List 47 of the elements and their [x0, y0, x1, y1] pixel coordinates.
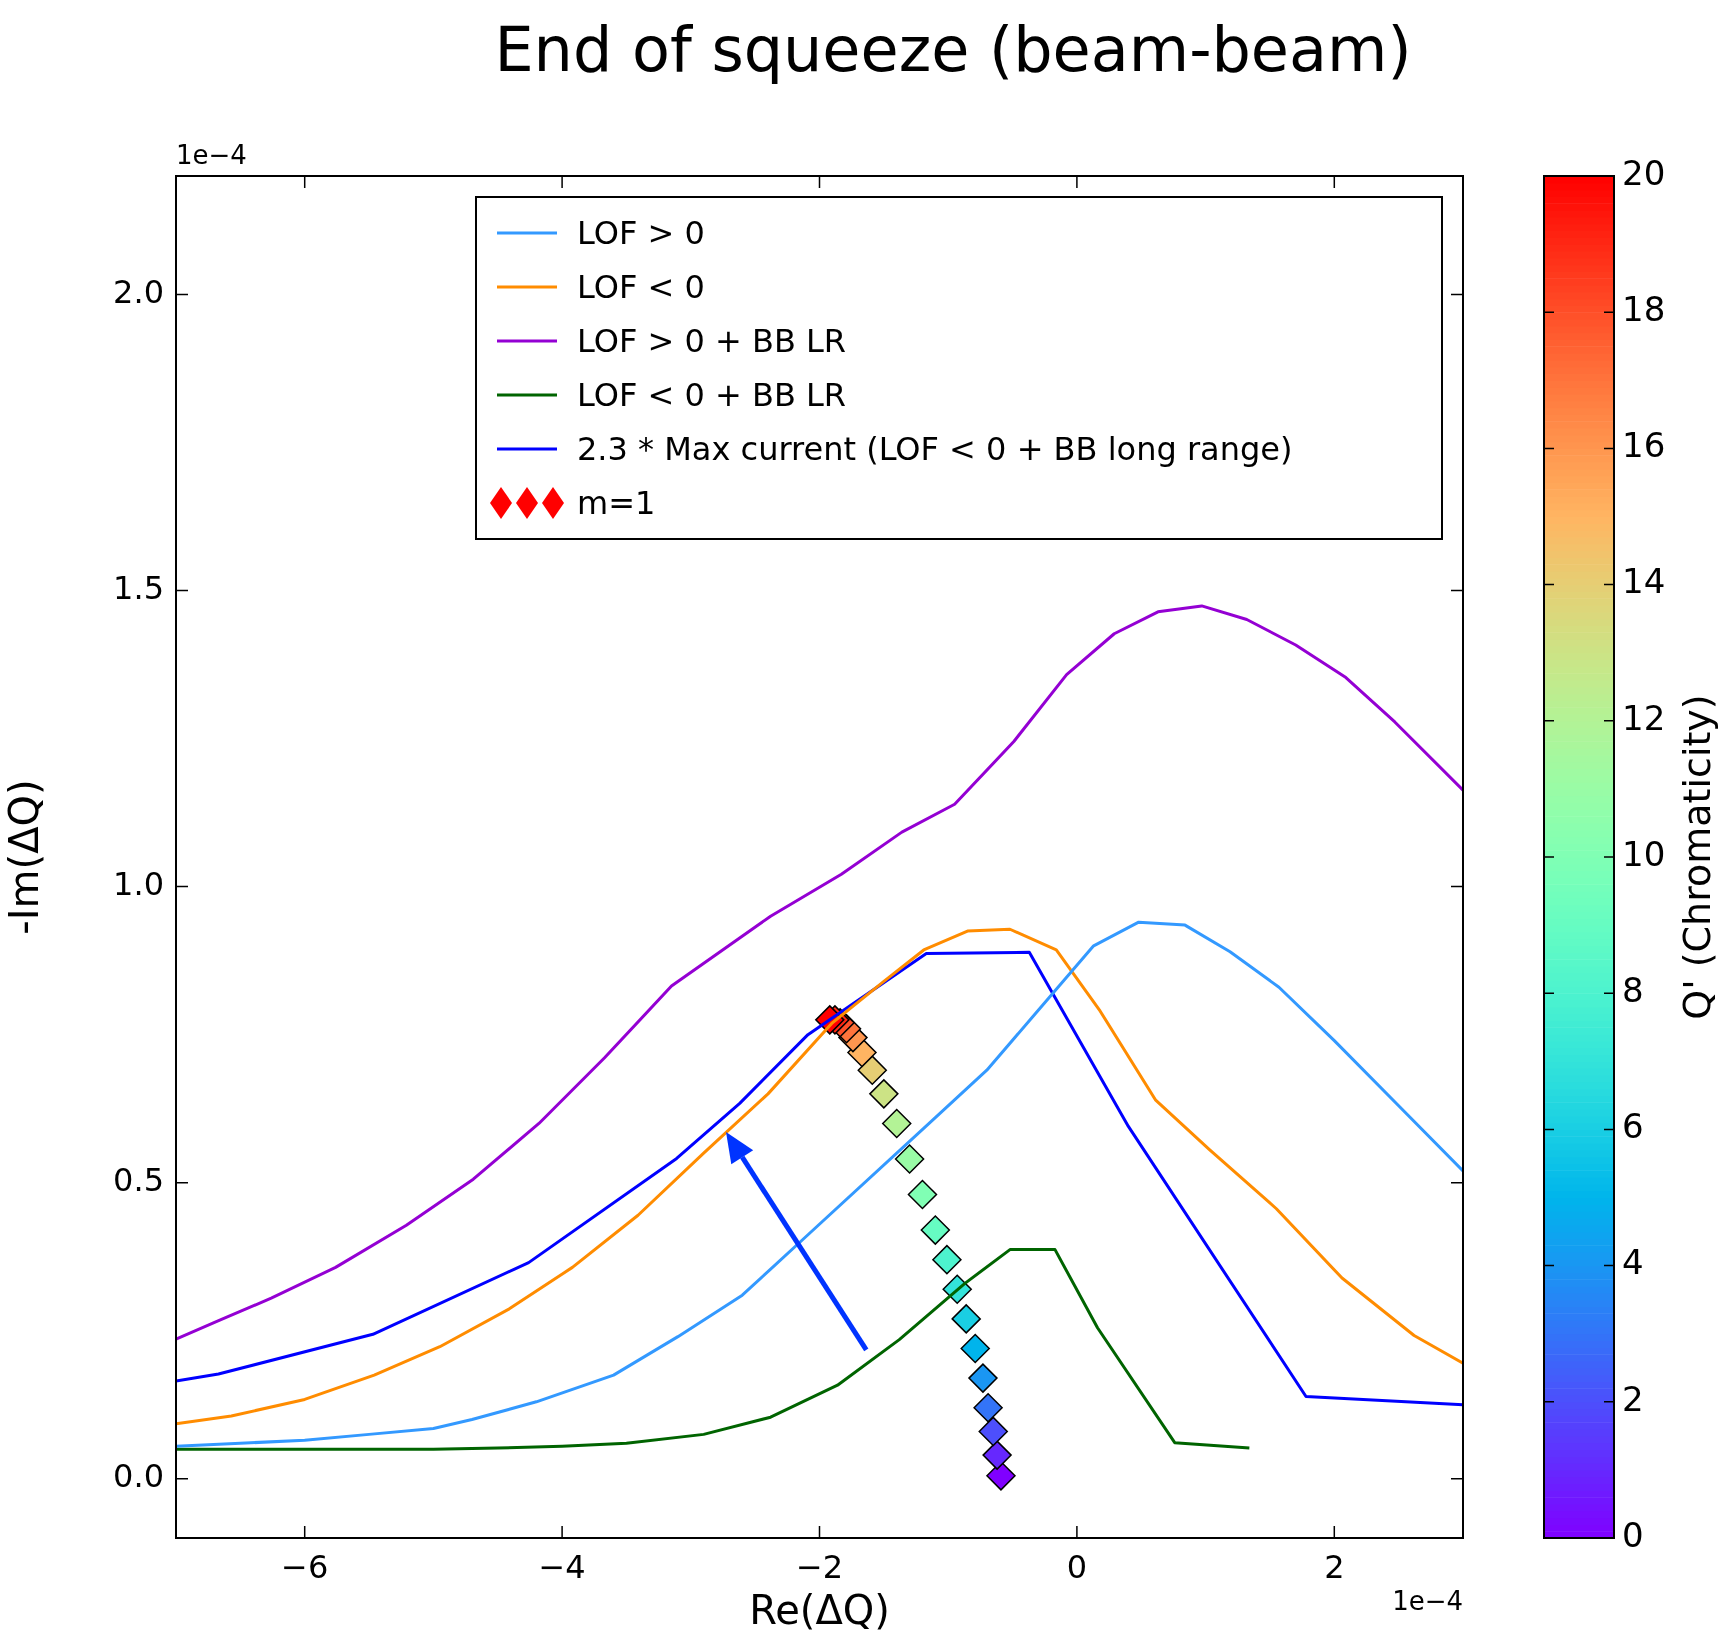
x-tick-label: 2	[1324, 1547, 1345, 1586]
legend-label: LOF < 0 + BB LR	[577, 376, 847, 414]
point	[960, 1333, 990, 1364]
point	[973, 1392, 1003, 1423]
y-tick-label: 1.0	[113, 864, 164, 903]
color-bar-label: 8	[1622, 970, 1644, 1011]
color-bar-label: 10	[1622, 833, 1666, 874]
x-tick-label: −4	[538, 1547, 586, 1586]
color-bar-label: 20	[1622, 152, 1666, 193]
point	[869, 1079, 899, 1109]
color-bar-label: 4	[1622, 1242, 1644, 1283]
legend-label: m=1	[577, 484, 656, 522]
point	[920, 1215, 951, 1245]
chart-title: End of squeeze (beam-beam)	[494, 13, 1412, 87]
point	[881, 1108, 912, 1139]
y-axis-title: -Im(ΔQ)	[1, 779, 48, 935]
point	[932, 1244, 962, 1275]
point	[857, 1055, 888, 1085]
y-tick-label: 0.5	[113, 1161, 164, 1200]
x-axis-title: Re(ΔQ)	[749, 1587, 890, 1634]
text: 1e−4	[1392, 1585, 1463, 1616]
x-tick-label: −6	[281, 1547, 329, 1586]
y-tick-label: 0.0	[113, 1457, 164, 1496]
color-bar-label: 6	[1622, 1106, 1644, 1147]
legend-label: LOF < 0	[577, 268, 705, 306]
point	[894, 1144, 925, 1174]
color-bar-label: 14	[1622, 561, 1666, 602]
color-bar-label: 2	[1622, 1378, 1644, 1419]
point	[978, 1416, 1008, 1447]
x-tick-label: −2	[795, 1547, 844, 1586]
color-bar-label: 12	[1622, 697, 1666, 738]
x-tick-label: 0	[1066, 1547, 1088, 1586]
color-bar-label: 0	[1622, 1514, 1644, 1555]
color-bar-label: 16	[1622, 425, 1666, 466]
legend-label: LOF > 0 + BB LR	[577, 322, 847, 360]
legend-label: LOF > 0	[577, 214, 705, 252]
point	[982, 1440, 1012, 1470]
color-bar-label: 18	[1622, 289, 1666, 330]
legend-label: 2.3 * Max current (LOF < 0 + BB long range)	[577, 430, 1293, 468]
text: 1e−4	[176, 139, 247, 170]
point	[907, 1179, 938, 1210]
y-tick-label: 1.5	[113, 568, 164, 607]
color-bar-title: Q' (Chromaticity)	[1674, 694, 1719, 1020]
point	[986, 1461, 1016, 1491]
y-tick-label: 2.0	[113, 272, 164, 311]
point	[951, 1304, 981, 1334]
point	[968, 1363, 998, 1393]
